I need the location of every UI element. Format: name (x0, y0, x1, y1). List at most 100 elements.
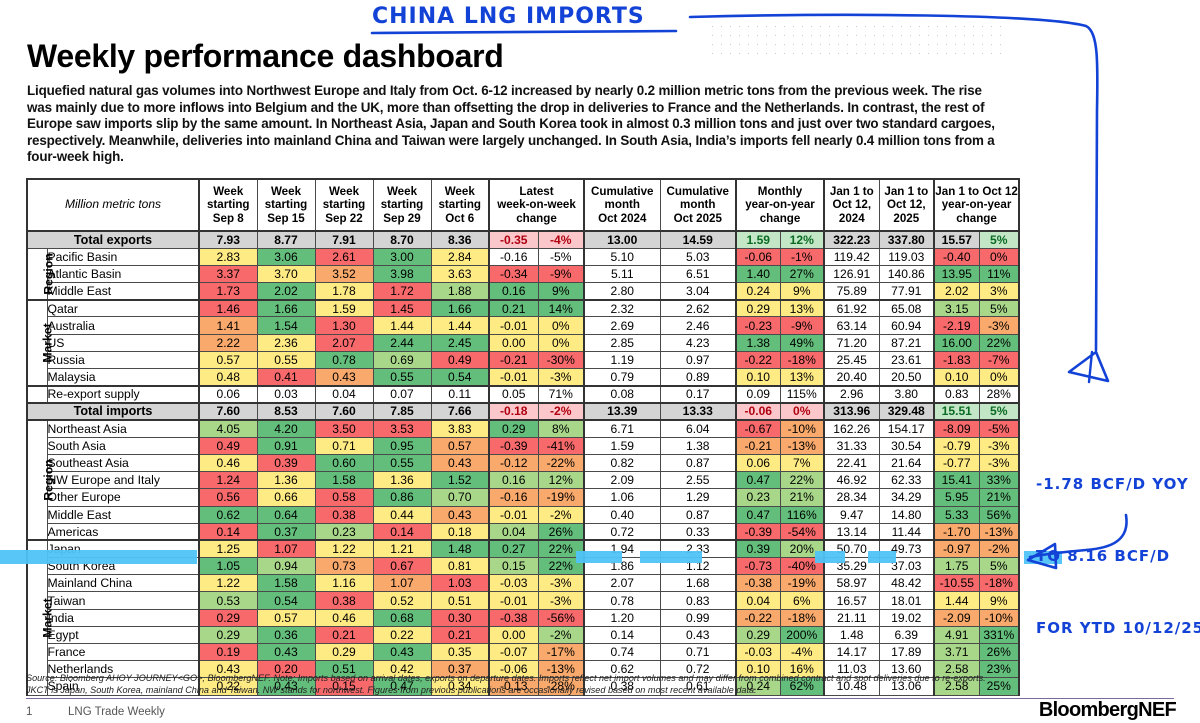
table-cell: 48.42 (878, 574, 935, 593)
table-cell: 0.78 (583, 591, 661, 610)
table-cell: 3.53 (372, 419, 432, 438)
table-cell: 1.40 (735, 264, 781, 284)
table-cell: 0.29 (735, 625, 781, 645)
table-cell: -0.16 (488, 247, 539, 266)
table-cell: 3.52 (314, 264, 374, 284)
table-cell: 6% (779, 591, 825, 610)
table-cell: -2% (537, 625, 585, 645)
table-cell: -30% (537, 350, 585, 370)
table-cell: 0.60 (314, 453, 374, 473)
table-cell: 1.73 (198, 282, 258, 301)
table-cell: 49% (779, 333, 825, 352)
table-row: Middle East 1.73 2.02 1.78 1.72 1.88 0.16 9% 2.8… (27, 282, 1021, 301)
table-cell: 20.50 (878, 367, 935, 387)
table-cell: 22% (978, 333, 1021, 352)
table-cell: 0.37 (256, 522, 316, 541)
table-cell: 0.24 (735, 677, 781, 696)
table-cell: 1.05 (198, 557, 258, 576)
column-header-10: Jan 1 to Oct 12, 2025 (878, 178, 935, 232)
table-cell: 1.58 (314, 471, 374, 490)
table-cell: 0.83 (659, 591, 737, 610)
table-row: Market Qatar 1.46 1.66 1.59 1.45 1.66 0.21 14% 2.… (26, 298, 1021, 387)
table-cell: 1.72 (372, 282, 432, 301)
table-cell: 0.29 (198, 625, 258, 645)
table-cell: 3.98 (372, 264, 432, 284)
table-cell: 2.09 (583, 471, 661, 490)
row-highlight-left (0, 550, 197, 564)
table-row: Taiwan 0.53 0.54 0.38 0.52 0.51 -0.01 -3% 0.78 0.… (27, 591, 1021, 610)
table-row: Southeast Asia 0.46 0.39 0.60 0.55 0.43 -0.12-… (27, 453, 1021, 473)
table-cell: 2.85 (583, 333, 661, 352)
table-cell: -17% (537, 642, 585, 662)
table-cell: 1.59 (583, 436, 661, 455)
table-cell: 65.08 (878, 298, 935, 318)
table-cell: 0.16 (488, 282, 539, 301)
table-cell: -54% (779, 522, 825, 541)
table-cell: -0.23 (735, 316, 781, 335)
table-cell: 0.06 (735, 453, 781, 473)
table-cell: 0.39 (735, 539, 781, 559)
column-header-4: Week starting Oct 6 (430, 178, 490, 232)
table-cell: -1.70 (933, 522, 980, 541)
table-cell: -4% (537, 229, 585, 249)
table-cell: 1.45 (372, 298, 432, 318)
table-cell: 1.07 (256, 539, 316, 559)
table-cell: 0.72 (583, 522, 661, 541)
table-row: Spain 0.22 0.43 0.15 0.47 0.34 -0.13 -28% 0.38 0.… (27, 677, 1021, 696)
table-cell: -0.03 (735, 642, 781, 662)
row-highlight-cum-2025 (640, 551, 702, 563)
table-cell: -1% (779, 247, 825, 266)
table-cell: 0.09 (735, 384, 781, 404)
table-cell: 9.47 (823, 505, 880, 524)
table-cell: 9% (978, 591, 1021, 610)
table-cell: 0.39 (256, 453, 316, 473)
table-cell: -10.55 (933, 574, 980, 593)
table-cell: 4.20 (256, 419, 316, 438)
table-cell: 14.80 (878, 505, 935, 524)
table-row: Egypt 0.29 0.36 0.21 0.22 0.21 0.00 -2% 0.14 0.43… (27, 625, 1021, 645)
table-cell: 2.58 (933, 660, 980, 679)
table-cell: 0.23 (314, 522, 374, 541)
table-cell: 9% (779, 282, 825, 301)
table-cell: 20.40 (823, 367, 880, 387)
table-cell: 31.33 (823, 436, 880, 455)
table-cell: -2.19 (933, 316, 980, 335)
table-cell: 5.33 (933, 505, 980, 524)
table-cell: -7% (978, 350, 1021, 370)
table-cell: 25.45 (823, 350, 880, 370)
table-cell: 3.06 (256, 247, 316, 266)
table-cell: -19% (537, 488, 585, 507)
side-caption-region: Region (26, 419, 56, 541)
table-cell: 0.51 (314, 660, 374, 679)
table-cell: 1.68 (659, 574, 737, 593)
table-cell: 28% (978, 384, 1021, 404)
table-cell: 0.74 (583, 642, 661, 662)
table-cell: 15.41 (933, 471, 980, 490)
table-cell: 21% (779, 488, 825, 507)
table-cell: 0.07 (372, 384, 432, 404)
table-cell: -3% (978, 316, 1021, 335)
table-cell: 0.14 (372, 522, 432, 541)
table-cell: 8.53 (256, 401, 316, 421)
table-cell: 126.91 (823, 264, 880, 284)
table-cell: 1.48 (430, 539, 490, 559)
table-cell: 4.91 (933, 625, 980, 645)
table-cell: 0.43 (256, 677, 316, 696)
table-cell: 200% (779, 625, 825, 645)
table-cell: 4.23 (659, 333, 737, 352)
table-cell: 0.66 (256, 488, 316, 507)
table-cell: 6.39 (878, 625, 935, 645)
table-cell: 33% (978, 471, 1021, 490)
table-cell: -0.06 (735, 247, 781, 266)
table-cell: 331% (978, 625, 1021, 645)
table-cell: 1.52 (430, 471, 490, 490)
table-cell: 5.03 (659, 247, 737, 266)
table-cell: 3.83 (430, 419, 490, 438)
intro-paragraph: Liquefied natural gas volumes into North… (27, 83, 995, 165)
table-cell: 7.66 (430, 401, 490, 421)
table-cell: 116% (779, 505, 825, 524)
column-header-6: Cumulative month Oct 2024 (583, 178, 661, 232)
table-cell: 5.10 (583, 247, 661, 266)
table-cell: 0.22 (372, 625, 432, 645)
table-cell: 0.72 (659, 660, 737, 679)
